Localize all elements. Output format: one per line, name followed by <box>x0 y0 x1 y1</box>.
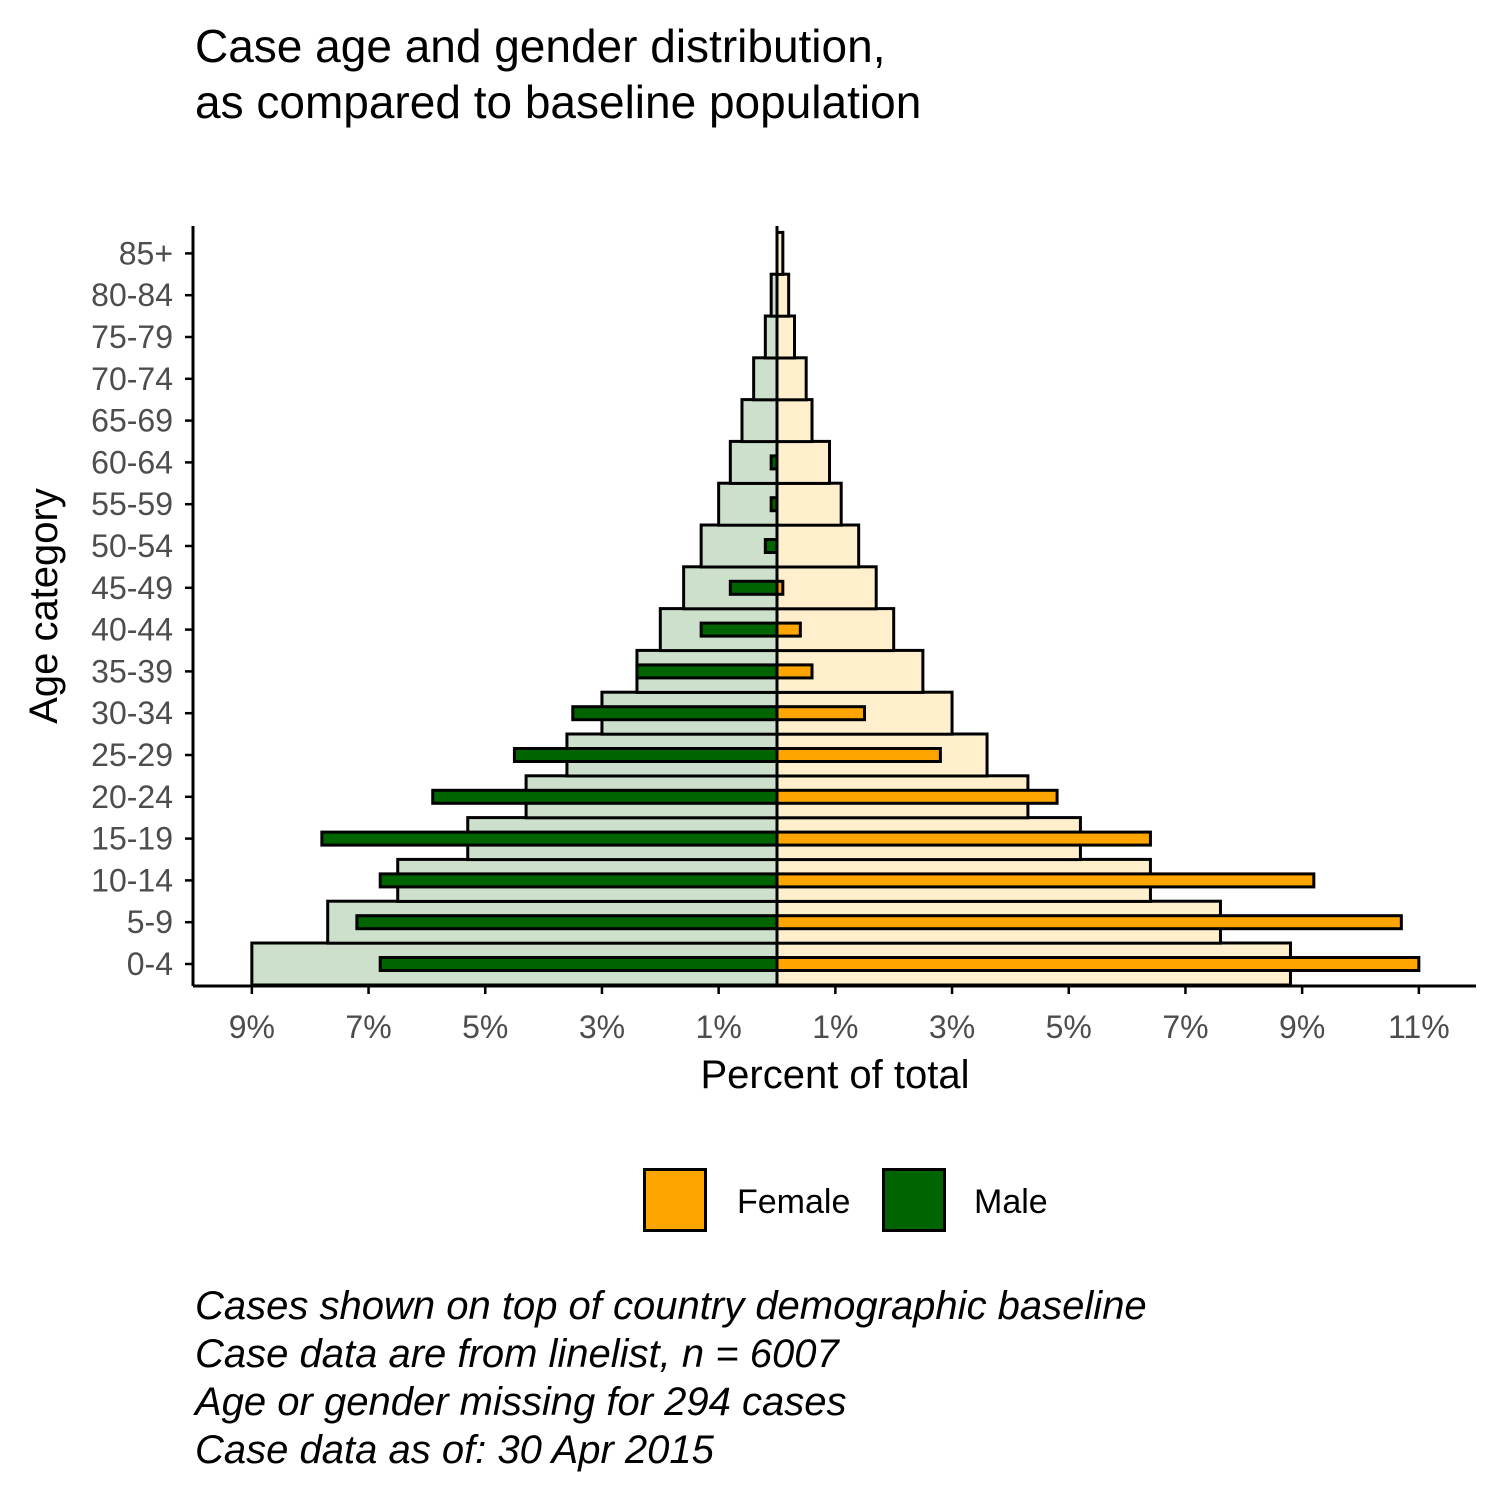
y-tick-label-35-39: 35-39 <box>91 653 173 689</box>
y-tick-label-10-14: 10-14 <box>91 862 173 898</box>
x-tick-label-10: 11% <box>1388 1009 1450 1045</box>
baseline-bar-female-45-49 <box>775 565 878 611</box>
x-tick-label-3: 3% <box>579 1009 625 1045</box>
case-bar-male-20-24 <box>431 788 779 805</box>
x-tick-label-9: 9% <box>1279 1009 1325 1045</box>
baseline-bar-female-80-84 <box>775 272 791 318</box>
x-tick-label-6: 3% <box>929 1009 975 1045</box>
legend: Female Male <box>0 1168 1500 1238</box>
case-bar-male-50-54 <box>763 538 779 554</box>
legend-key-female <box>643 1168 707 1232</box>
chart-caption: Cases shown on top of country demographi… <box>195 1282 1147 1474</box>
y-tick-label-80-84: 80-84 <box>91 277 173 313</box>
y-tick-label-75-79: 75-79 <box>91 319 173 355</box>
y-tick-label-60-64: 60-64 <box>91 444 173 480</box>
case-bar-female-20-24 <box>775 788 1059 805</box>
baseline-bar-female-50-54 <box>775 523 861 569</box>
case-bar-male-25-29 <box>512 747 779 763</box>
x-axis-title: Percent of total <box>700 1053 969 1097</box>
baseline-bar-male-55-59 <box>717 481 779 527</box>
y-tick-label-40-44: 40-44 <box>91 612 173 648</box>
y-tick-label-50-54: 50-54 <box>91 528 173 564</box>
case-bar-female-5-9 <box>775 914 1403 931</box>
y-tick-label-70-74: 70-74 <box>91 361 173 397</box>
x-tick-label-0: 9% <box>229 1009 275 1045</box>
x-tick-label-8: 7% <box>1162 1009 1208 1045</box>
case-bar-female-35-39 <box>775 663 814 680</box>
caption-line-4: Case data as of: 30 Apr 2015 <box>195 1428 714 1472</box>
baseline-bar-female-65-69 <box>775 398 814 444</box>
y-tick-label-5-9: 5-9 <box>127 904 173 940</box>
y-tick-label-65-69: 65-69 <box>91 403 173 439</box>
chart-title-line-2: as compared to baseline population <box>195 76 922 128</box>
y-tick-label-45-49: 45-49 <box>91 570 173 606</box>
baseline-bar-male-65-69 <box>740 398 779 444</box>
case-bar-female-15-19 <box>775 830 1152 847</box>
legend-label-female: Female <box>737 1183 851 1221</box>
case-bar-male-15-19 <box>320 830 779 847</box>
case-bar-female-10-14 <box>775 872 1316 889</box>
y-tick-label-0-4: 0-4 <box>127 946 173 982</box>
y-tick-label-30-34: 30-34 <box>91 695 173 731</box>
y-tick-label-15-19: 15-19 <box>91 821 173 857</box>
case-bar-male-0-4 <box>378 956 779 972</box>
case-bar-male-45-49 <box>728 579 779 596</box>
case-bar-male-5-9 <box>355 914 779 931</box>
case-bar-male-10-14 <box>378 872 779 889</box>
baseline-bar-male-75-79 <box>763 314 779 360</box>
baseline-bar-female-75-79 <box>775 314 797 360</box>
x-tick-label-4: 1% <box>696 1009 742 1045</box>
x-tick-label-5: 1% <box>812 1009 858 1045</box>
case-bar-male-30-34 <box>571 705 779 722</box>
baseline-bar-female-60-64 <box>775 439 832 485</box>
case-bar-female-40-44 <box>775 621 802 638</box>
legend-key-male <box>882 1168 946 1232</box>
legend-label-male: Male <box>974 1183 1048 1221</box>
chart-title: Case age and gender distribution, as com… <box>195 18 921 130</box>
chart-title-line-1: Case age and gender distribution, <box>195 20 886 72</box>
case-bar-male-35-39 <box>635 663 779 680</box>
case-bar-male-40-44 <box>699 621 779 638</box>
baseline-bar-female-55-59 <box>775 481 843 527</box>
y-tick-label-55-59: 55-59 <box>91 486 173 522</box>
y-tick-label-85+: 85+ <box>119 235 173 271</box>
x-tick-label-1: 7% <box>345 1009 391 1045</box>
caption-line-1: Cases shown on top of country demographi… <box>195 1284 1147 1328</box>
y-tick-label-20-24: 20-24 <box>91 779 173 815</box>
x-tick-label-7: 5% <box>1046 1009 1092 1045</box>
baseline-bar-male-70-74 <box>752 356 779 402</box>
case-bar-female-30-34 <box>775 705 867 722</box>
pyramid-chart: 0-4 5-9 10-14 15-19 20-24 25-29 30-34 35-39 40-4… <box>22 226 1476 1097</box>
y-axis-title: Age category <box>22 488 66 724</box>
baseline-bar-female-70-74 <box>775 356 808 402</box>
case-bar-female-0-4 <box>775 956 1421 972</box>
caption-line-2: Case data are from linelist, n = 6007 <box>195 1332 839 1376</box>
y-tick-label-25-29: 25-29 <box>91 737 173 773</box>
x-tick-label-2: 5% <box>462 1009 508 1045</box>
case-bar-female-25-29 <box>775 747 942 763</box>
caption-line-3: Age or gender missing for 294 cases <box>195 1380 847 1424</box>
